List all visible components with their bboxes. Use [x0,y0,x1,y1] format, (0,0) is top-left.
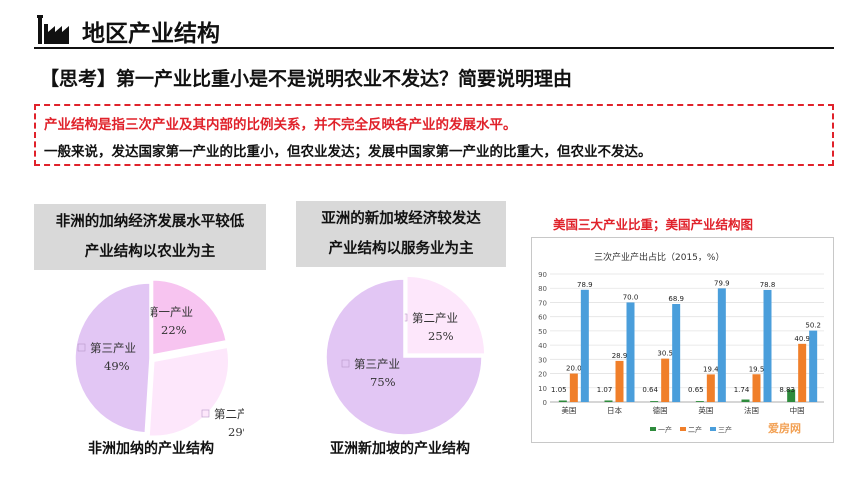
bar-value-label: 70.0 [623,293,639,301]
pie-percent: 25% [428,329,454,343]
pie-slice-3 [74,282,151,434]
pie-slice-1 [151,279,228,356]
bar-value-label: 1.05 [551,386,567,394]
bar-value-label: 20.0 [566,365,582,373]
y-tick-label: 60 [538,314,547,322]
bar-二产 [661,358,670,402]
answer-box [34,104,834,166]
legend-swatch [680,427,686,431]
pie-label: 第三产业 [90,341,136,355]
bar-二产 [706,374,715,402]
answer-line-1: 产业结构是指三次产业及其内部的比例关系，并不完全反映各产业的发展水平。 [44,117,517,133]
pie-percent: 29% [228,425,244,436]
ghana-pie-chart: 第一产业 22% 第二产业 29% 第三产业 49% [64,274,260,440]
y-tick-label: 20 [538,371,547,379]
bar-value-label: 78.9 [577,281,593,289]
bar-二产 [615,360,624,402]
pie-percent: 49% [104,359,130,373]
bar-value-label: 19.4 [703,365,719,373]
bar-value-label: 30.5 [657,350,673,358]
singapore-caption: 亚洲新加坡的产业结构 [330,441,470,457]
y-tick-label: 70 [538,299,547,307]
pie-label: 第三产业 [354,357,400,371]
ghana-caption: 非洲加纳的产业结构 [88,441,214,457]
pie-slice-2 [148,346,230,438]
x-tick-label: 法国 [744,405,759,415]
bar-value-label: 28.9 [612,352,628,360]
bar-value-label: 40.9 [794,335,810,343]
bar-一产 [558,400,567,402]
page-title: 地区产业结构 [82,21,220,47]
bar-value-label: 79.9 [714,279,730,287]
pie-slice-1 [406,275,486,355]
x-tick-label: 英国 [698,405,713,415]
usa-chart-title: 美国三大产业比重；美国产业结构图 [553,217,754,232]
bar-value-label: 8.83 [779,386,795,394]
x-tick-label: 德国 [653,405,668,415]
y-tick-label: 40 [538,342,547,350]
pie-percent: 22% [161,323,187,337]
y-tick-label: 50 [538,328,547,336]
bar-value-label: 0.64 [642,386,658,394]
ghana-description-line1: 非洲的加纳经济发展水平较低 [55,214,245,230]
y-tick-label: 30 [538,356,547,364]
ghana-description-line2: 产业结构以农业为主 [84,244,216,260]
singapore-description-line1: 亚洲的新加坡经济较发达 [321,211,481,227]
y-tick-label: 10 [538,385,547,393]
bar-value-label: 1.07 [597,386,613,394]
bar-value-label: 1.74 [734,386,750,394]
bar-value-label: 19.5 [749,365,765,373]
pie-label: 第二产业 [214,407,244,421]
factory-icon [36,14,72,50]
title-divider [34,47,834,49]
legend-marker [201,409,210,418]
bar-一产 [650,401,659,402]
bar-三产 [717,288,726,402]
pie-label: 第二产业 [412,311,458,325]
y-tick-label: 80 [538,285,547,293]
singapore-description: 亚洲的新加坡经济较发达 产业结构以服务业为主 [296,201,506,267]
bar-二产 [752,374,761,402]
y-tick-label: 0 [543,399,547,407]
legend-swatch [710,427,716,431]
x-tick-label: 美国 [561,405,576,415]
x-tick-label: 日本 [607,405,622,415]
pie-slice-2 [325,278,483,436]
legend-label: 三产 [718,425,732,434]
bar-value-label: 68.9 [668,295,684,303]
bar-三产 [672,304,681,402]
pie-percent: 75% [370,375,396,389]
bar-value-label: 78.8 [760,281,776,289]
country-bar-chart: 三次产业产出占比（2015，%） 0 10 20 30 40 50 60 70 80 90 1.05 2… [531,237,834,443]
question-text: 【思考】第一产业比重小是不是说明农业不发达？简要说明理由 [40,68,573,90]
bar-三产 [763,289,772,402]
legend-swatch [650,427,656,431]
bar-一产 [604,400,613,402]
legend-label: 二产 [688,425,702,434]
bar-三产 [809,330,818,402]
bar-三产 [626,302,635,402]
bar-value-label: 0.65 [688,386,704,394]
bar-二产 [569,373,578,402]
legend-label: 一产 [658,425,672,434]
singapore-pie-chart: 第二产业 25% 第三产业 75% [316,272,496,440]
watermark-logo: 爱房网 [768,422,801,435]
legend-marker [77,343,86,352]
bar-三产 [580,289,589,402]
legend-marker [341,359,350,368]
x-tick-label: 中国 [790,405,805,415]
bar-一产 [787,389,796,402]
pie-label: 第一产业 [147,305,193,319]
answer-line-2: 一般来说，发达国家第一产业的比重小，但农业发达；发展中国家第一产业的比重大，但农… [44,144,652,160]
ghana-description: 非洲的加纳经济发展水平较低 产业结构以农业为主 [34,204,266,270]
bar-value-label: 50.2 [805,322,821,330]
y-tick-label: 90 [538,271,547,279]
bar-chart-title: 三次产业产出占比（2015，%） [594,251,724,263]
bar-二产 [798,343,807,402]
singapore-description-line2: 产业结构以服务业为主 [328,241,474,257]
bar-一产 [695,401,704,402]
bar-一产 [741,399,750,402]
